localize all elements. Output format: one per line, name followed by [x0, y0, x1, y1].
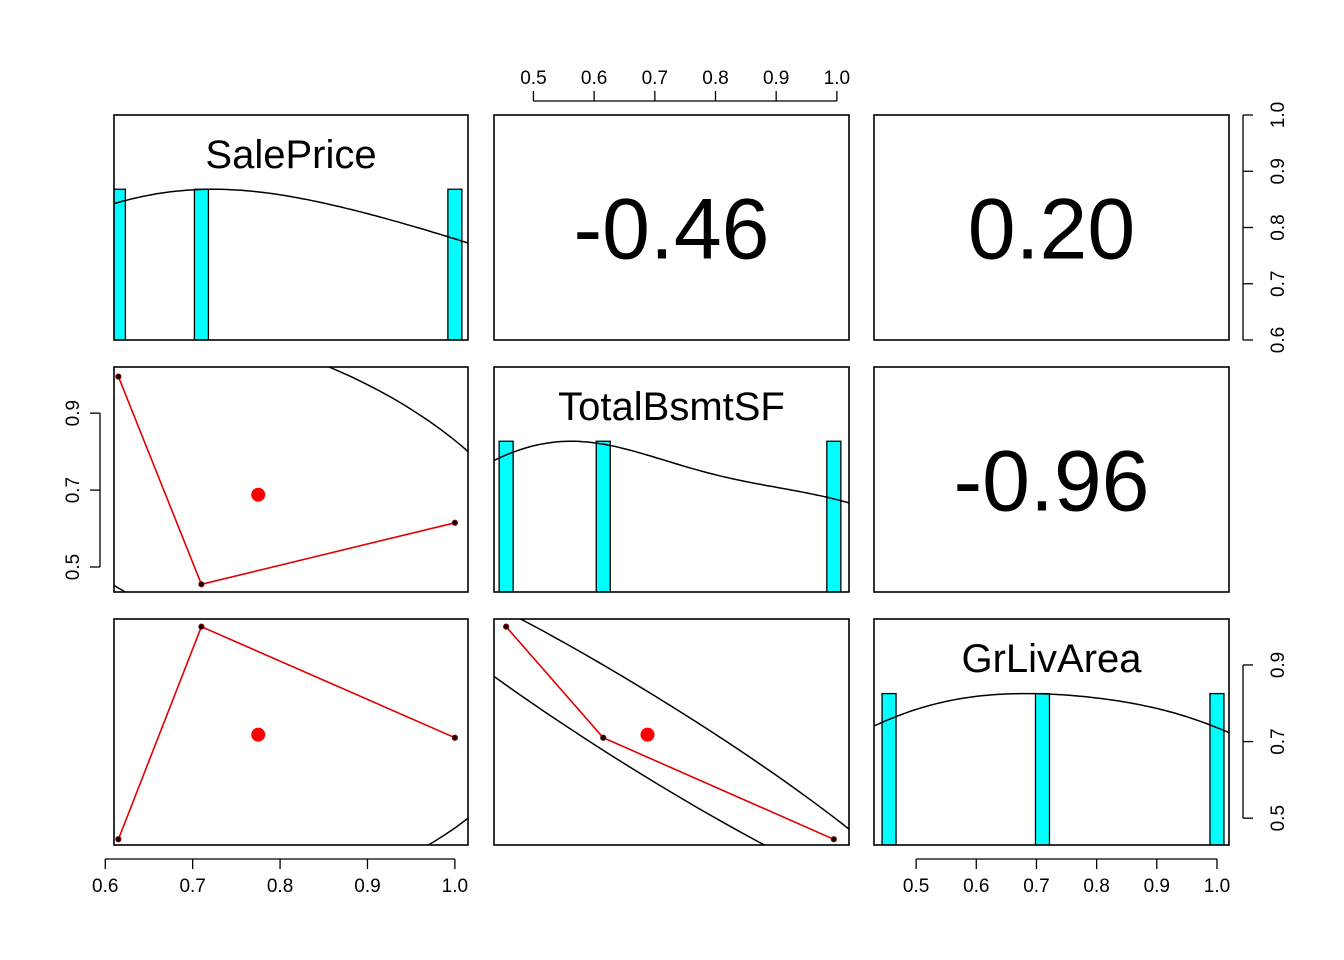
panel-TotalBsmtSF-SalePrice: [113, 366, 469, 593]
axis-tick-label: 0.7: [1268, 271, 1289, 297]
axis-tick-label: 1.0: [824, 68, 850, 89]
axis-tick-label: 1.0: [1204, 876, 1230, 897]
histogram-bar: [1209, 692, 1225, 845]
axis-tick-label: 0.5: [1268, 805, 1289, 831]
axis-tick-label: 0.7: [1023, 876, 1049, 897]
x-axis-grlivarea: 0.5 0.6 0.7 0.8 0.9 1.0: [903, 858, 1230, 897]
axis-tick-label: 0.9: [763, 68, 789, 89]
histogram-bar: [826, 440, 842, 592]
variable-label: SalePrice: [205, 133, 376, 177]
histogram-bar: [193, 188, 210, 340]
correlation-value: -0.96: [953, 434, 1149, 530]
panel-border: [493, 114, 850, 341]
axis-tick-label: 0.6: [963, 876, 989, 897]
axis-tick-label: 0.7: [63, 477, 84, 503]
axis-tick-label: 0.8: [1083, 876, 1109, 897]
scatter-point: [451, 519, 458, 526]
panel-border: [113, 366, 469, 593]
panel-border: [873, 366, 1230, 593]
axes-layer: 0.6 0.7 0.8 0.9 1.00.5 0.6 0.7 0.8 0.9 1.00.5 0.6 0…: [63, 68, 1289, 897]
scatter-point: [503, 623, 510, 630]
axis-tick-label: 0.6: [92, 876, 118, 897]
panel-border: [113, 618, 469, 846]
panel-border: [493, 366, 850, 593]
panel-SalePrice-GrLivArea: 0.20: [873, 114, 1230, 341]
axis-tick-label: 0.9: [1268, 652, 1289, 678]
smoother-line: [505, 626, 835, 841]
mean-point: [251, 727, 266, 742]
panel-GrLivArea-TotalBsmtSF: [493, 618, 850, 846]
axis-tick-label: 0.9: [1144, 876, 1170, 897]
axis-tick-label: 0.7: [179, 876, 205, 897]
panel-SalePrice-SalePrice: SalePrice: [113, 114, 469, 341]
scatter-point: [115, 836, 122, 843]
variable-label: GrLivArea: [961, 637, 1142, 681]
density-curve: [874, 692, 1229, 734]
histogram-bar: [498, 440, 514, 592]
histogram-bar: [447, 188, 463, 340]
y-axis-totalbsmtsf: 0.5 0.7 0.9: [63, 400, 101, 580]
scatter-point: [198, 623, 205, 630]
histogram-bar: [881, 692, 897, 845]
correlation-value: -0.46: [573, 182, 769, 278]
variable-label: TotalBsmtSF: [558, 385, 785, 429]
axis-tick-label: 1.0: [442, 876, 468, 897]
axis-tick-label: 0.7: [1268, 728, 1289, 754]
scatter-point: [198, 581, 205, 588]
smoother-line: [117, 376, 456, 586]
axis-tick-label: 0.5: [520, 68, 546, 89]
histogram-bar: [595, 440, 611, 592]
axis-tick-label: 0.5: [63, 554, 84, 580]
panel-border: [873, 618, 1230, 846]
x-axis-saleprice: 0.6 0.7 0.8 0.9 1.0: [92, 858, 468, 897]
histogram-bar: [114, 188, 127, 340]
y-axis-grlivarea: 0.5 0.7 0.9: [1242, 652, 1289, 831]
mean-point: [251, 487, 266, 502]
panel-GrLivArea-SalePrice: [113, 618, 469, 846]
correlation-ellipse: [426, 817, 468, 845]
smoother-line: [117, 625, 456, 840]
axis-tick-label: 0.9: [354, 876, 380, 897]
scatter-point: [830, 836, 837, 843]
panel-SalePrice-TotalBsmtSF: -0.46: [493, 114, 850, 341]
panel-border: [493, 618, 850, 846]
x-axis-totalbsmtsf: 0.5 0.6 0.7 0.8 0.9 1.0: [520, 68, 850, 102]
scatter-point: [600, 734, 607, 741]
mean-point: [640, 727, 655, 742]
panel-GrLivArea-GrLivArea: GrLivArea: [873, 618, 1230, 846]
panel-layer: SalePrice -0.46 0.20 TotalBsmtSF -0.96 GrLivA…: [113, 114, 1230, 846]
density-curve: [114, 188, 468, 244]
y-axis-top-right: 0.6 0.7 0.8 0.9 1.0: [1242, 102, 1289, 353]
panel-border: [113, 114, 469, 341]
axis-tick-label: 0.6: [581, 68, 607, 89]
correlation-ellipse: [494, 619, 849, 845]
axis-tick-label: 0.9: [63, 400, 84, 426]
axis-tick-label: 0.9: [1268, 158, 1289, 184]
scatter-point: [115, 373, 122, 380]
panel-TotalBsmtSF-TotalBsmtSF: TotalBsmtSF: [493, 366, 850, 593]
correlation-value: 0.20: [968, 182, 1135, 278]
panel-TotalBsmtSF-GrLivArea: -0.96: [873, 366, 1230, 593]
histogram-bar: [1034, 692, 1051, 845]
axis-tick-label: 0.7: [642, 68, 668, 89]
axis-tick-label: 0.8: [1268, 214, 1289, 240]
scatter-point: [451, 734, 458, 741]
axis-tick-label: 0.5: [903, 876, 929, 897]
panel-border: [873, 114, 1230, 341]
axis-tick-label: 0.8: [702, 68, 728, 89]
axis-tick-label: 1.0: [1268, 102, 1289, 128]
density-curve: [494, 440, 849, 504]
axis-tick-label: 0.6: [1268, 327, 1289, 353]
axis-tick-label: 0.8: [267, 876, 293, 897]
